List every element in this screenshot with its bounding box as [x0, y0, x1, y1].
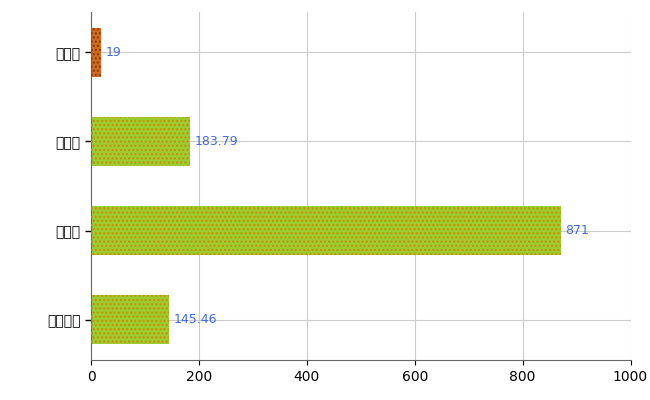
Bar [91, 28, 101, 77]
Bar [91, 295, 170, 344]
Text: 145.46: 145.46 [174, 313, 217, 326]
Bar [91, 295, 170, 344]
Bar [91, 117, 190, 166]
Bar [91, 28, 101, 77]
Text: 871: 871 [566, 224, 589, 237]
Text: 19: 19 [105, 46, 122, 59]
Bar [91, 206, 561, 255]
Bar [91, 206, 561, 255]
Bar [91, 117, 190, 166]
Text: 183.79: 183.79 [194, 135, 238, 148]
